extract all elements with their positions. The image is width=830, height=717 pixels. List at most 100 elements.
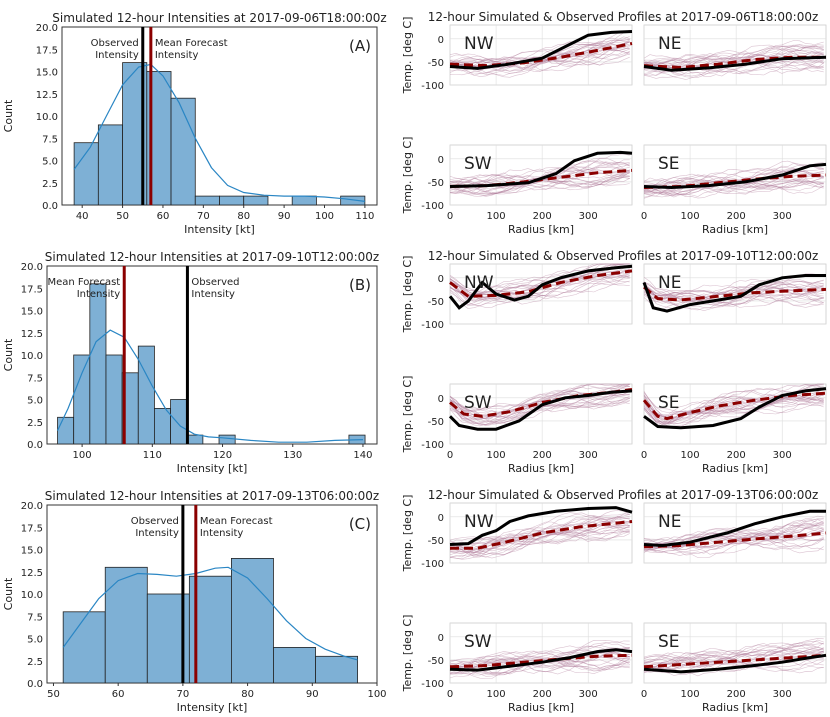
ensemble-member-line (643, 648, 824, 673)
ensemble-member-line (643, 277, 824, 295)
ensemble-member-line (449, 639, 630, 670)
x-tick-label: 300 (579, 211, 598, 222)
ensemble-member-line (449, 383, 630, 412)
y-tick-label: 0 (438, 633, 444, 644)
mean-profile-line (643, 531, 827, 549)
ensemble-member-line (643, 282, 824, 297)
kde-curve (56, 329, 364, 443)
histogram-bar (137, 345, 155, 445)
y-tick-label: -50 (428, 417, 444, 428)
ensemble-member-line (643, 179, 824, 199)
ensemble-member-line (449, 169, 630, 193)
ensemble-member-line (643, 644, 824, 665)
ensemble-member-line (643, 395, 824, 418)
ensemble-member-line (449, 659, 630, 675)
ensemble-member-line (643, 536, 824, 554)
ensemble-member-line (449, 524, 630, 560)
ensemble-member-line (449, 176, 630, 195)
y-tick-label: 0 (438, 35, 444, 46)
x-tick-label: 100 (367, 689, 386, 700)
ensemble-member-line (643, 279, 824, 296)
ensemble-member-line (449, 39, 630, 68)
quadrant-label: NW (464, 34, 494, 54)
histogram-bar (62, 611, 106, 684)
mean-profile-line (642, 391, 827, 421)
ensemble-member-line (449, 521, 630, 551)
x-tick-label: 0 (447, 689, 453, 700)
mean-forecast-label: Intensity (77, 289, 121, 300)
subplot-frame (449, 622, 633, 684)
panel-label: (A) (349, 37, 371, 55)
x-tick-label: 0 (447, 211, 453, 222)
x-tick-label: 100 (681, 211, 700, 222)
ensemble-member-line (449, 153, 630, 189)
y-tick-label: -100 (421, 320, 444, 331)
ensemble-member-line (643, 180, 824, 198)
ensemble-member-line (449, 383, 630, 413)
histogram-bar (57, 416, 75, 445)
ensemble-member-line (449, 29, 630, 71)
observed-profile-line (449, 150, 633, 188)
ensemble-member-line (643, 283, 824, 301)
ensemble-member-line (643, 397, 824, 425)
histogram-bar (243, 195, 269, 206)
y-axis-label: Temp. [deg C] (401, 615, 414, 693)
y-axis-label: Count (2, 99, 15, 132)
x-tick-label: 50 (116, 211, 129, 222)
y-tick-label: 10.0 (21, 590, 43, 601)
x-axis-label: Intensity [kt] (184, 223, 255, 236)
ensemble-member-line (643, 649, 824, 667)
x-axis-label: Radius [km] (508, 462, 574, 475)
ensemble-member-line (449, 166, 630, 190)
y-tick-label: 2.5 (42, 179, 58, 190)
ensemble-member-line (449, 512, 630, 542)
x-tick-label: 200 (533, 211, 552, 222)
histogram-bar (105, 354, 123, 445)
x-tick-label: 140 (353, 450, 372, 461)
y-tick-label: 0 (438, 155, 444, 166)
ensemble-member-line (449, 271, 630, 299)
observed-profile-line (643, 387, 827, 430)
quadrant-nw: NW 0 -50 -100 (421, 502, 633, 570)
y-tick-label: -100 (421, 81, 444, 92)
x-tick-label: 110 (355, 211, 374, 222)
ensemble-member-line (643, 173, 824, 192)
y-tick-label: 20.0 (21, 501, 43, 512)
ensemble-member-line (643, 528, 824, 550)
ensemble-member-line (449, 172, 630, 194)
ensemble-member-line (643, 167, 824, 193)
ensemble-member-line (643, 170, 824, 195)
histogram-bar (170, 399, 188, 445)
observed-profile-line (448, 389, 633, 431)
ensemble-member-line (449, 393, 630, 424)
y-tick-label: -50 (428, 58, 444, 69)
ensemble-member-line (449, 529, 630, 558)
ensemble-member-line (643, 276, 824, 302)
histogram-bar (273, 647, 316, 684)
quadrant-label: SE (658, 154, 680, 174)
mean-profile-line (643, 653, 827, 669)
quadrant-label: NE (658, 34, 681, 54)
mean-profile-line (450, 520, 633, 550)
mean-profile-line (643, 285, 827, 302)
y-tick-label: 0.0 (42, 201, 58, 212)
quadrant-label: NW (464, 273, 494, 293)
ensemble-member-line (643, 281, 824, 304)
y-tick-label: 20.0 (36, 23, 58, 34)
ensemble-member-line (643, 44, 824, 72)
ensemble-member-line (449, 513, 630, 550)
ensemble-member-line (643, 287, 824, 312)
ensemble-member-line (643, 58, 824, 78)
x-tick-label: 300 (773, 450, 792, 461)
y-tick-label: 10.0 (21, 351, 43, 362)
kde-curve (62, 566, 358, 661)
x-tick-label: 100 (487, 211, 506, 222)
ensemble-member-line (449, 396, 630, 425)
x-tick-label: 80 (241, 689, 254, 700)
x-axis-label: Intensity [kt] (177, 462, 248, 475)
ensemble-member-line (449, 383, 630, 413)
y-tick-label: -50 (428, 536, 444, 547)
ensemble-member-line (449, 510, 630, 553)
